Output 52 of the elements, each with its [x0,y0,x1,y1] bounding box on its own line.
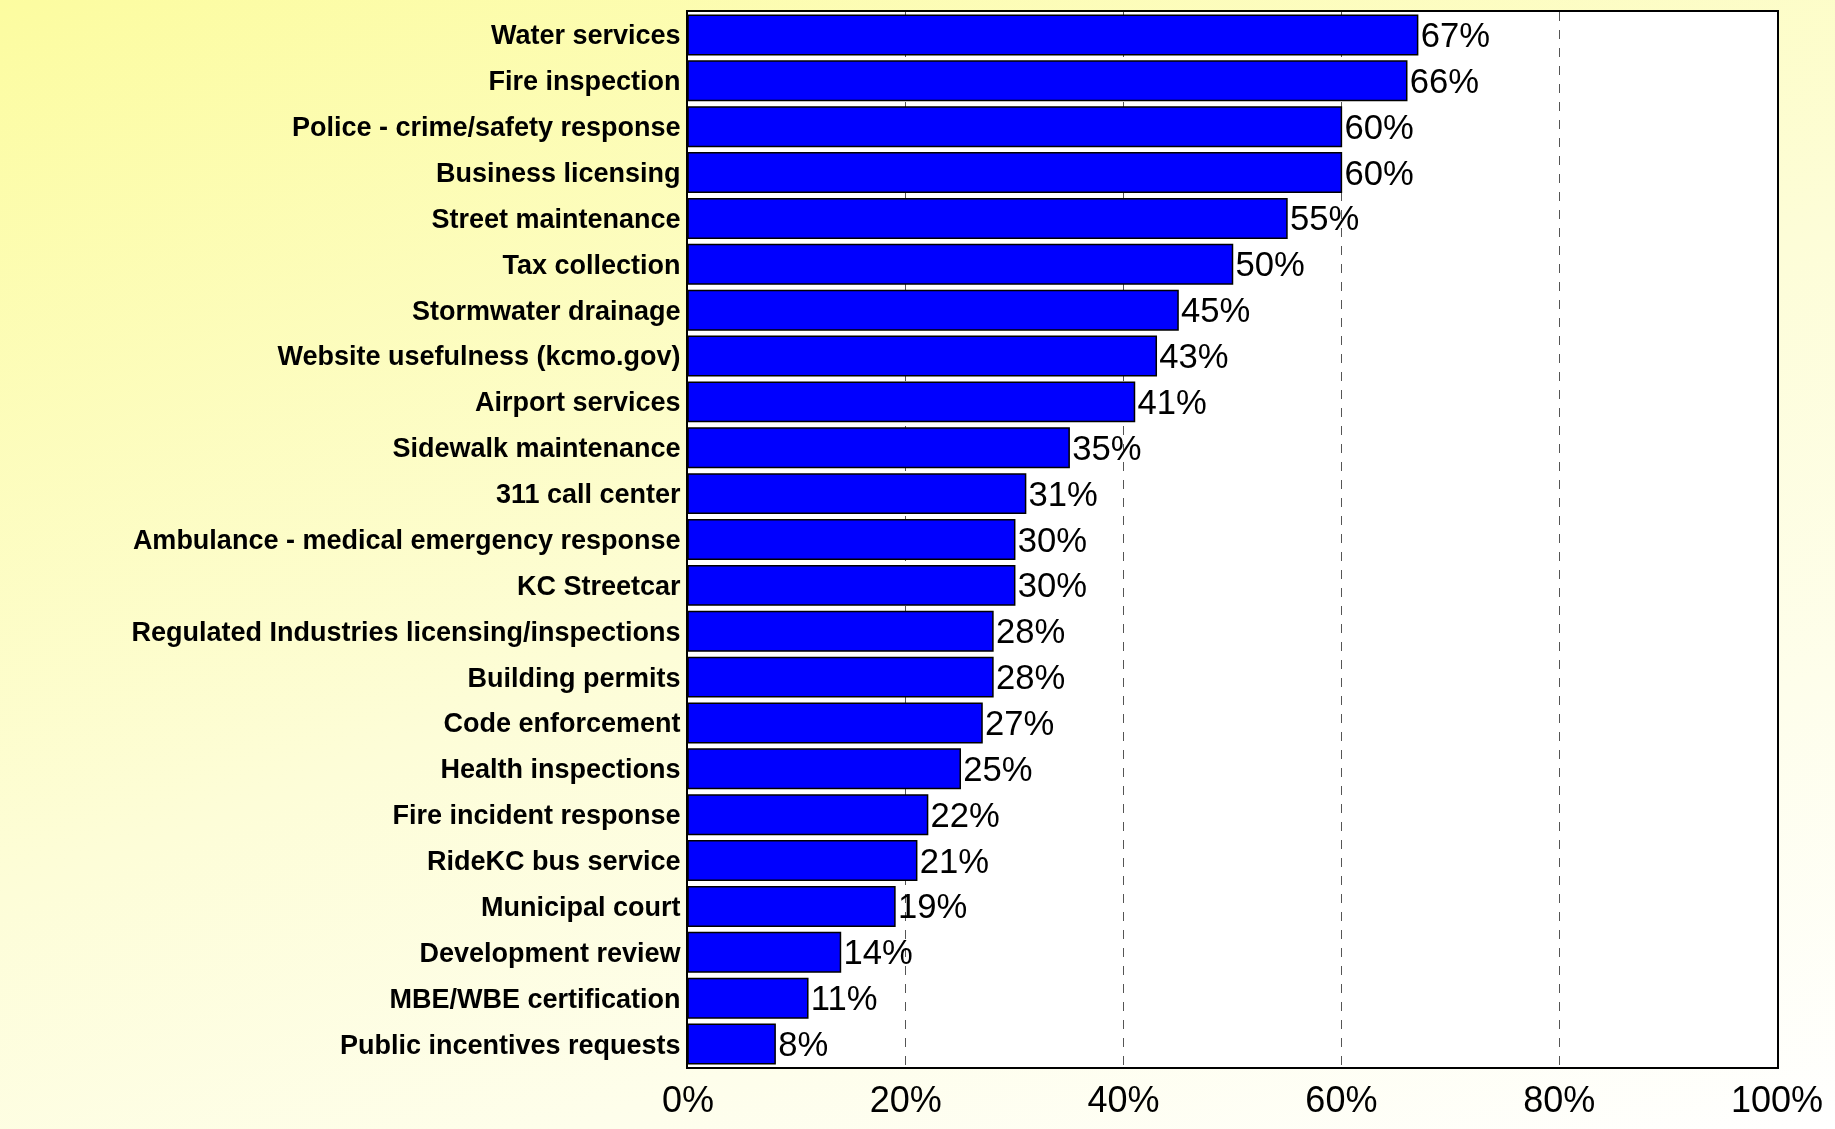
y-tick-label: Health inspections [440,754,681,785]
data-label: 28% [995,658,1066,697]
data-label: 43% [1159,337,1229,376]
y-tick-label: MBE/WBE certification [389,983,681,1014]
y-tick-label: Street maintenance [431,203,681,234]
data-label: 60% [1344,107,1414,146]
data-label: 41% [1137,382,1207,421]
x-tick-label: 100% [1730,1079,1824,1121]
data-label: 19% [897,887,968,926]
data-label: 55% [1289,199,1360,238]
data-label: 67% [1420,15,1490,54]
data-label: 30% [1017,520,1088,559]
data-label: 8% [778,1025,829,1064]
data-label: 45% [1181,291,1251,330]
y-tick-label: Development review [419,937,682,968]
data-label: 66% [1409,61,1480,100]
y-tick-label: Water services [490,20,681,51]
y-tick-label: Regulated Industries licensing/inspections [131,616,681,647]
data-label: 50% [1235,245,1305,284]
x-tick-label: 0% [661,1079,715,1121]
y-tick-label: Stormwater drainage [412,295,681,326]
y-tick-label: Business licensing [436,157,681,188]
data-label: 11% [810,979,878,1018]
data-label: 28% [995,612,1066,651]
y-tick-label: 311 call center [495,479,682,510]
y-tick-label: Municipal court [481,891,681,922]
y-tick-label: Website usefulness (kcmo.gov) [277,341,681,372]
data-label: 22% [930,795,1000,834]
data-label: 21% [919,841,990,880]
y-tick-label: Airport services [474,387,681,418]
y-tick-label: Police - crime/safety response [291,112,681,143]
data-label: 25% [963,749,1033,788]
y-tick-label: Tax collection [502,249,681,280]
x-tick-label: 40% [1087,1079,1160,1121]
y-tick-label: Public incentives requests [339,1029,681,1060]
data-label: 35% [1072,428,1142,467]
y-tick-label: Ambulance - medical emergency response [132,524,681,555]
x-tick-label: 60% [1305,1079,1378,1121]
data-label: 31% [1028,474,1098,513]
y-tick-label: Fire incident response [392,800,681,831]
y-tick-label: Building permits [467,662,681,693]
y-tick-label: Sidewalk maintenance [392,433,681,464]
x-tick-label: 20% [869,1079,942,1121]
y-tick-label: Code enforcement [443,708,681,739]
data-label: 14% [843,933,913,972]
y-tick-label: RideKC bus service [426,846,681,877]
y-tick-label: Fire inspection [488,66,681,97]
data-label: 60% [1344,153,1414,192]
x-tick-label: 80% [1523,1079,1596,1121]
y-tick-label: KC Streetcar [517,570,682,601]
data-label: 27% [985,704,1055,742]
data-label: 30% [1017,566,1088,605]
